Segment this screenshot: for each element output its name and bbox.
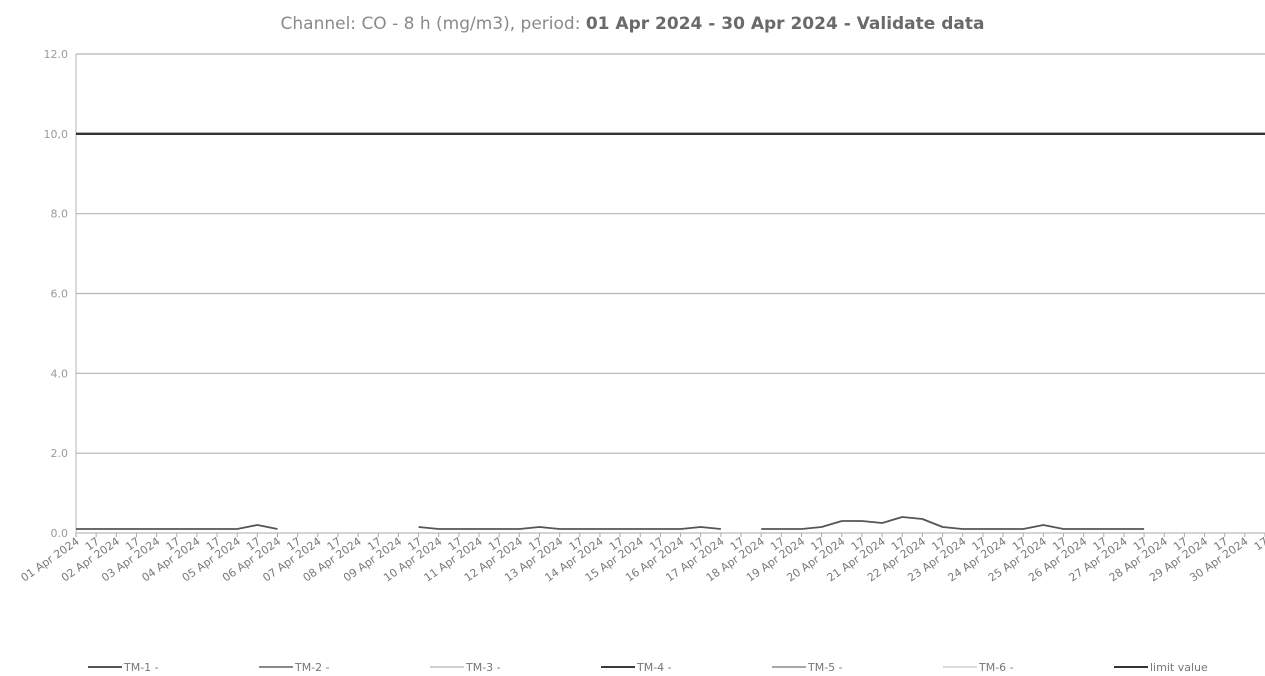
legend-label: TM-2 -: [294, 661, 330, 674]
y-axis: 0.0 2.0 4.0 6.0 8.0 10,0 12.0: [44, 48, 69, 540]
y-tick-label: 2.0: [51, 447, 69, 460]
grid-lines: [75, 53, 1265, 534]
x-tick-label: 17: [1252, 535, 1265, 554]
chart-title: Channel: CO - 8 h (mg/m3), period: 01 Ap…: [0, 14, 1265, 34]
legend: TM-1 - TM-2 - TM-3 - TM-4 - TM-5 - TM-6 - limi…: [88, 661, 1208, 674]
series-line-tm-1: [418, 526, 721, 530]
y-tick-label: 10,0: [44, 128, 69, 141]
y-tick-label: 8.0: [51, 208, 69, 221]
legend-label: TM-6 -: [978, 661, 1014, 674]
y-tick-label: 0.0: [51, 527, 69, 540]
series-layer: [76, 516, 1145, 530]
legend-label: limit value: [1150, 661, 1208, 674]
legend-label: TM-4 -: [636, 661, 672, 674]
y-tick-label: 6.0: [51, 288, 69, 301]
legend-label: TM-5 -: [807, 661, 843, 674]
series-line-tm-1: [761, 516, 1145, 530]
y-tick-label: 12.0: [44, 48, 69, 61]
legend-label: TM-1 -: [123, 661, 159, 674]
chart-title-prefix: Channel: CO - 8 h (mg/m3), period:: [280, 14, 586, 34]
legend-label: TM-3 -: [465, 661, 501, 674]
series-line-tm-1: [76, 524, 278, 530]
chart-title-period: 01 Apr 2024 - 30 Apr 2024 - Validate dat…: [585, 14, 985, 34]
y-tick-label: 4.0: [51, 367, 69, 380]
